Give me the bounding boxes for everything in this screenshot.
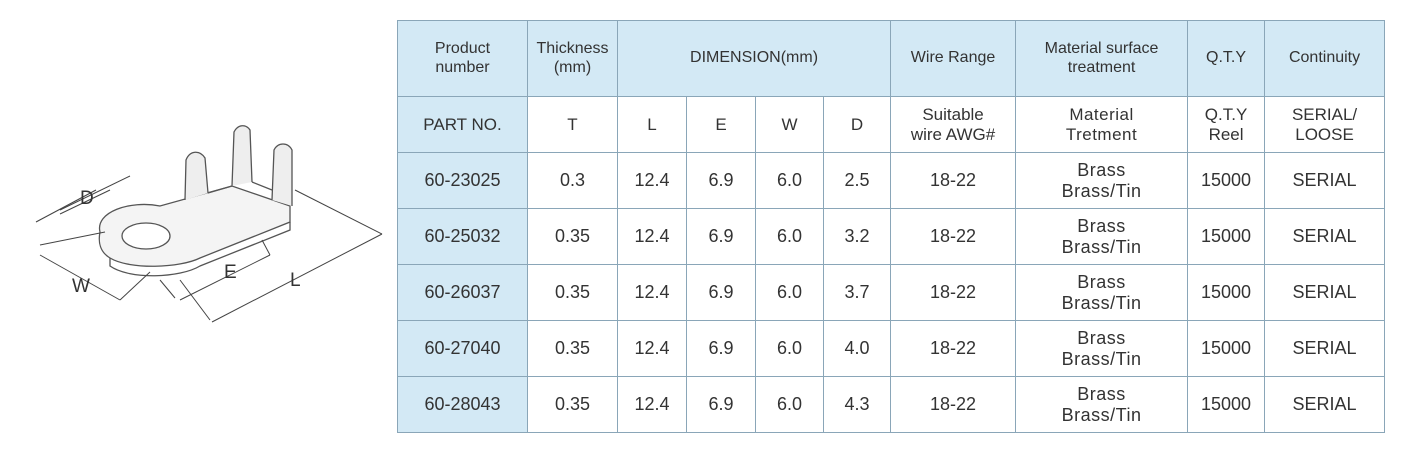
header-cell: Q.T.Y (1187, 20, 1266, 97)
table-row: 60-23025 0.3 12.4 6.9 6.0 2.5 18-22 Brass Brass… (397, 152, 1386, 209)
table-cell: SERIAL (1264, 320, 1386, 377)
subheader-cell: Material Tretment (1015, 96, 1189, 153)
table-cell: 6.0 (755, 152, 824, 209)
table-cell: SERIAL (1264, 376, 1386, 433)
part-number: 60-27040 (397, 320, 528, 377)
part-number: 60-26037 (397, 264, 528, 321)
table-cell: 0.35 (527, 208, 618, 265)
table-row: PART NO. T L E W D Suitable wire AWG# Material … (397, 96, 1386, 153)
table-cell: 6.9 (686, 320, 756, 377)
table-cell: 18-22 (890, 264, 1017, 321)
table-cell: 12.4 (617, 376, 687, 433)
table-cell: Brass Brass/Tin (1015, 320, 1189, 377)
table-cell: 4.3 (822, 376, 892, 433)
dimension-label: W (72, 276, 90, 297)
table-cell: 6.9 (686, 264, 756, 321)
table-cell: 0.3 (527, 152, 618, 209)
table-cell: 4.0 (822, 320, 892, 377)
subheader-cell: PART NO. (397, 96, 528, 153)
table-cell: Brass Brass/Tin (1015, 264, 1189, 321)
table-cell: 18-22 (890, 208, 1017, 265)
table-cell: 3.2 (822, 208, 892, 265)
header-cell: Continuity (1264, 20, 1386, 97)
header-cell: Material surface treatment (1015, 20, 1189, 97)
table-row: 60-26037 0.35 12.4 6.9 6.0 3.7 18-22 Brass Bras… (397, 264, 1386, 321)
table-cell: 6.9 (686, 376, 756, 433)
table-cell: 12.4 (617, 208, 687, 265)
table-row: Product number Thickness (mm) DIMENSION(mm… (397, 20, 1386, 97)
table-row: 60-25032 0.35 12.4 6.9 6.0 3.2 18-22 Brass Bras… (397, 208, 1386, 265)
table-cell: SERIAL (1264, 264, 1386, 321)
table-cell: 6.9 (686, 208, 756, 265)
table-cell: 15000 (1187, 152, 1266, 209)
table-cell: SERIAL (1264, 152, 1386, 209)
table-cell: 15000 (1187, 376, 1266, 433)
dimension-label: D (80, 188, 94, 209)
table-cell: 0.35 (527, 376, 618, 433)
part-number: 60-25032 (397, 208, 528, 265)
subheader-cell: L (617, 96, 687, 153)
subheader-cell: T (527, 96, 618, 153)
table-cell: 18-22 (890, 320, 1017, 377)
table-cell: 6.0 (755, 264, 824, 321)
subheader-cell: E (686, 96, 756, 153)
header-cell: Wire Range (890, 20, 1017, 97)
table-cell: 15000 (1187, 208, 1266, 265)
table-cell: 6.0 (755, 376, 824, 433)
table-cell: 15000 (1187, 264, 1266, 321)
table-row: 60-27040 0.35 12.4 6.9 6.0 4.0 18-22 Brass Bras… (397, 320, 1386, 377)
header-cell: DIMENSION(mm) (616, 20, 892, 97)
part-number: 60-23025 (397, 152, 528, 209)
subheader-cell: D (822, 96, 892, 153)
table-cell: Brass Brass/Tin (1015, 208, 1189, 265)
subheader-cell: SERIAL/ LOOSE (1264, 96, 1386, 153)
table-cell: 6.9 (686, 152, 756, 209)
terminal-diagram: D W E L (35, 125, 383, 323)
subheader-cell: W (755, 96, 824, 153)
table-cell: 12.4 (617, 152, 687, 209)
table-cell: 6.0 (755, 208, 824, 265)
terminal-drawing (98, 125, 293, 277)
table-cell: 6.0 (755, 320, 824, 377)
table-cell: Brass Brass/Tin (1015, 376, 1189, 433)
subheader-cell: Suitable wire AWG# (890, 96, 1017, 153)
table-cell: 12.4 (617, 320, 687, 377)
table-row: 60-28043 0.35 12.4 6.9 6.0 4.3 18-22 Brass Bras… (397, 376, 1386, 433)
part-number: 60-28043 (397, 376, 528, 433)
table-cell: 12.4 (617, 264, 687, 321)
table-cell: 0.35 (527, 320, 618, 377)
header-cell: Thickness (mm) (527, 20, 618, 97)
table-cell: 0.35 (527, 264, 618, 321)
table-cell: 18-22 (890, 152, 1017, 209)
spec-table: Product number Thickness (mm) DIMENSION(mm… (397, 20, 1386, 433)
dimension-label: L (290, 270, 301, 291)
table-cell: 3.7 (822, 264, 892, 321)
dimension-label: E (224, 262, 237, 283)
table-cell: 15000 (1187, 320, 1266, 377)
table-cell: SERIAL (1264, 208, 1386, 265)
header-cell: Product number (397, 20, 528, 97)
table-cell: 18-22 (890, 376, 1017, 433)
table-cell: Brass Brass/Tin (1015, 152, 1189, 209)
table-cell: 2.5 (822, 152, 892, 209)
dimension-lines (35, 175, 383, 323)
subheader-cell: Q.T.Y Reel (1187, 96, 1266, 153)
